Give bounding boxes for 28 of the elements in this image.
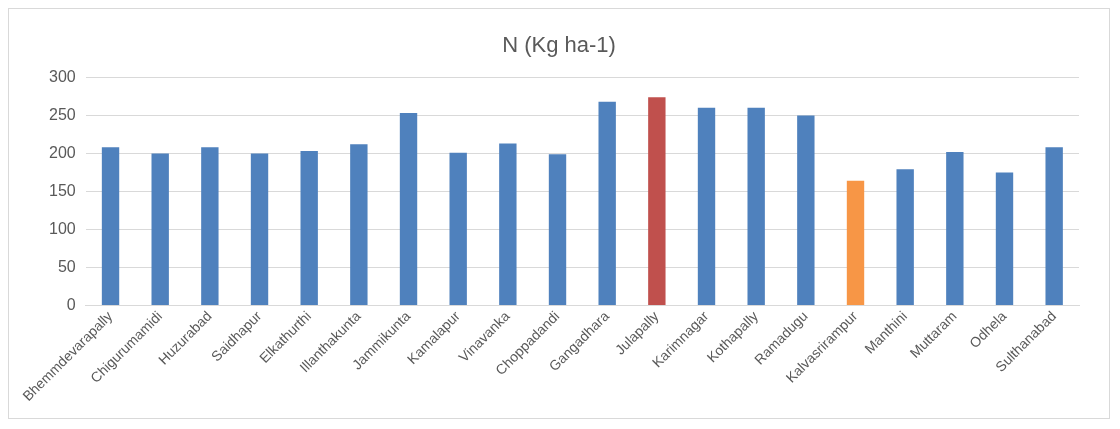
bar: [648, 97, 666, 305]
y-tick-label: 300: [48, 67, 76, 85]
bar: [101, 147, 120, 305]
y-tick-label: 100: [48, 219, 76, 237]
y-tick-label: 0: [66, 295, 76, 313]
bar: [1045, 147, 1063, 305]
bar: [300, 151, 318, 305]
bar: [846, 180, 865, 305]
bar: [747, 107, 765, 305]
bar: [797, 115, 815, 305]
bar: [449, 152, 467, 305]
bar: [250, 153, 269, 305]
y-tick-label: 250: [48, 105, 76, 123]
bar: [201, 147, 219, 305]
bar: [151, 153, 169, 305]
bar: [946, 151, 964, 305]
bar: [697, 107, 716, 305]
chart-title: N (Kg ha-1): [502, 32, 616, 58]
bar: [995, 172, 1014, 305]
y-tick-label: 150: [48, 181, 76, 199]
bar: [350, 144, 368, 305]
y-tick-label: 200: [48, 143, 76, 161]
bar: [598, 101, 616, 305]
bar: [499, 143, 517, 305]
bar: [399, 113, 418, 305]
bar: [896, 169, 914, 305]
bar: [548, 154, 567, 305]
y-tick-label: 50: [57, 257, 76, 275]
